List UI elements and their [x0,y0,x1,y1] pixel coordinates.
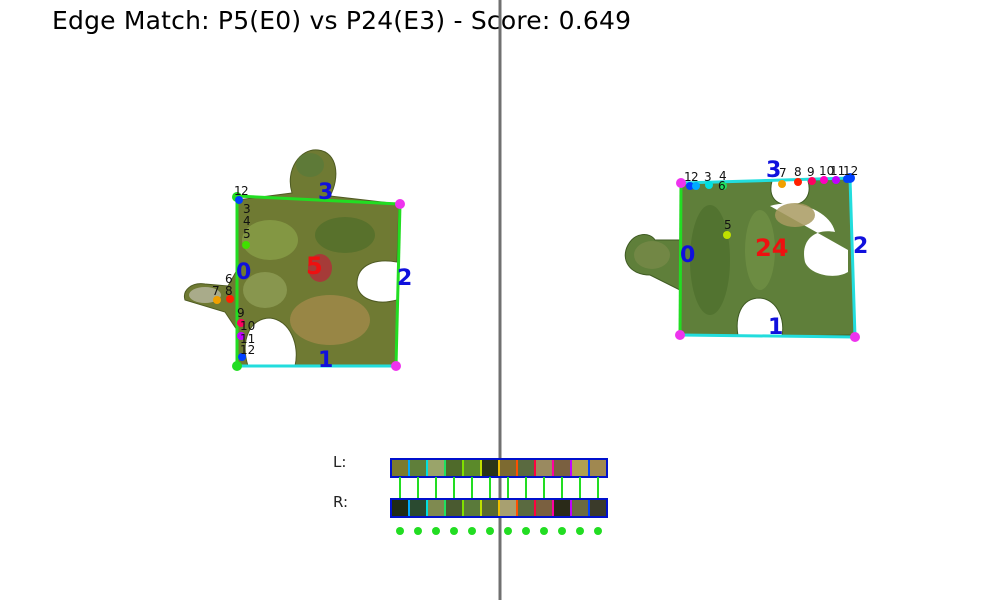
page-title: Edge Match: P5(E0) vs P24(E3) - Score: 0… [52,6,632,35]
left-edge-label-0: 0 [236,260,251,285]
strip-right-swatch [552,498,572,518]
right-point-label-3: 3 [704,170,712,184]
right-point-label-6: 6 [718,179,726,193]
strip-left-swatch [480,458,500,478]
left-piece-body [183,149,400,367]
strip-right-label: R: [333,493,348,511]
right-edge-label-1: 1 [768,315,783,340]
left-point-label-7: 7 [212,284,220,298]
strip-right-swatch [444,498,464,518]
strip-match-dot [432,527,440,535]
right-point-label-2: 2 [691,170,699,184]
strip-right-swatch [516,498,536,518]
right-corner-br [850,332,860,342]
left-point-label-2: 2 [241,184,249,198]
right-edge-1 [679,333,856,339]
right-point-label-4: 4 [719,169,727,183]
right-point-label-12: 12 [843,164,858,178]
left-corner-tr [395,199,405,209]
strip-right-swatch [534,498,554,518]
strip-right-swatch [390,498,410,518]
left-point-label-10: 10 [240,319,255,333]
strip-right-frame [390,498,608,518]
right-point-label-8: 8 [794,165,802,179]
strip-match-dot [504,527,512,535]
right-point-label-11: 11 [830,164,845,178]
left-point-label-6: 6 [225,272,233,286]
left-edge-3 [236,194,401,206]
strip-right-swatch [462,498,482,518]
right-piece: 24 0 1 2 3 1 2 3 4 5 6 7 8 9 10 [624,158,868,342]
right-point-label-9: 9 [807,165,815,179]
left-edge-2 [394,203,402,367]
strip-match-dot [558,527,566,535]
right-edge-2 [848,177,857,338]
strip-left-swatch [408,458,428,478]
strip-left-swatch [516,458,536,478]
right-edge-label-3: 3 [766,158,781,183]
strip-left-swatch [588,458,608,478]
strip-right-swatch [588,498,608,518]
strip-match-dots [396,527,602,535]
left-point-label-11: 11 [240,332,255,346]
right-point-label-5: 5 [724,218,732,232]
right-corner-tl [676,178,686,188]
strip-match-dot [468,527,476,535]
left-point-label-4: 4 [243,214,251,228]
strip-left-swatch [552,458,572,478]
strip-left-swatch [498,458,518,478]
left-point-label-9: 9 [237,306,245,320]
strip-right-swatch [570,498,590,518]
right-edge-0 [678,182,683,336]
strip-left-label: L: [333,453,346,471]
right-piece-label: 24 [755,234,788,262]
left-edge-label-1: 1 [318,348,333,373]
right-point-label-10: 10 [819,164,834,178]
strip-right-swatch [408,498,428,518]
left-point-label-5: 5 [243,227,251,241]
left-point-label-1: 1 [234,184,242,198]
left-sample-points: 1 2 3 4 5 6 7 8 9 10 11 12 [212,184,255,361]
strip-left-swatch [444,458,464,478]
right-edge-label-2: 2 [853,234,868,259]
strip-match-dot [522,527,530,535]
left-point-label-12: 12 [240,343,255,357]
left-piece: 5 0 1 2 3 1 2 3 4 5 6 7 8 9 10 11 12 [183,149,412,373]
strip-match-dot [396,527,404,535]
strip-links [399,477,599,499]
left-point-label-3: 3 [243,202,251,216]
strip-match-dot [486,527,494,535]
right-corner-bl [675,330,685,340]
strip-right-swatch [426,498,446,518]
strip-left-swatch [426,458,446,478]
left-piece-label: 5 [306,252,323,280]
strip-match-dot [594,527,602,535]
strip-left-swatches [390,458,608,478]
right-point-label-7: 7 [779,166,787,180]
strip-left-swatch [462,458,482,478]
left-corner-bl [232,361,242,371]
strip-match-dot [450,527,458,535]
right-sample-points: 1 2 3 4 5 6 7 8 9 10 11 12 [684,164,858,239]
strip-match-dot [540,527,548,535]
right-point-label-1: 1 [684,170,692,184]
strip-right-swatch [480,498,500,518]
left-edge-label-3: 3 [318,180,333,205]
strip-left-swatch [534,458,554,478]
strip-left-swatch [570,458,590,478]
left-corner-br [391,361,401,371]
strip-right-swatch [498,498,518,518]
strip-left-frame [390,458,608,478]
left-point-label-8: 8 [225,284,233,298]
right-edge-label-0: 0 [680,243,695,268]
strip-match-dot [576,527,584,535]
strip-left-swatch [390,458,410,478]
left-edge-label-2: 2 [397,266,412,291]
strip-right-swatches [390,498,608,518]
strip-match-dot [414,527,422,535]
